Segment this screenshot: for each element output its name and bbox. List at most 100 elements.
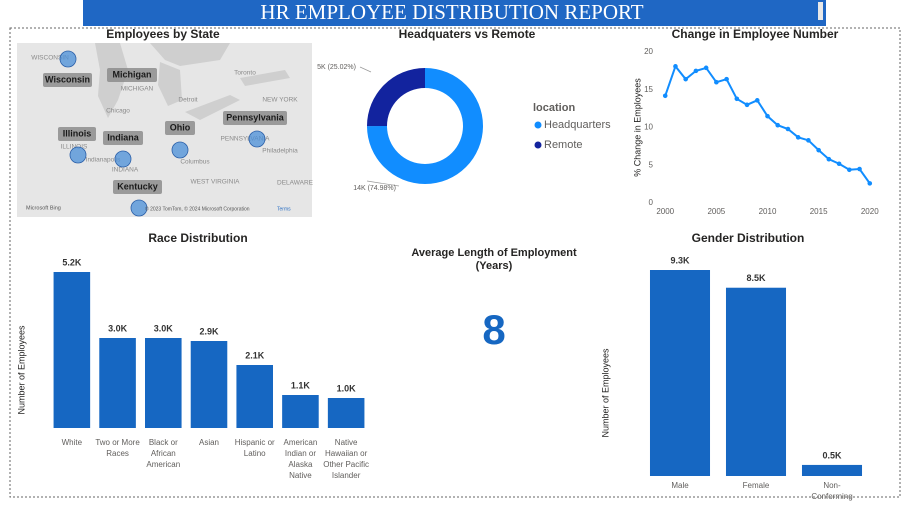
data-label: 9.3K: [670, 255, 690, 265]
x-tick-label: American Indian or Alaska Native: [283, 438, 318, 480]
state-bubble: [114, 150, 132, 168]
y-tick-label: 0: [649, 198, 654, 207]
place-label: Indianapolis: [86, 157, 121, 164]
legend-label: Remote: [544, 139, 583, 151]
y-axis-label: Number of Employees: [600, 348, 610, 438]
chart-title: Headquaters vs Remote: [399, 27, 536, 41]
line-point: [775, 122, 781, 128]
state-tag: [165, 121, 195, 135]
line-point: [785, 126, 791, 132]
state-tag: [113, 180, 162, 194]
place-label: Chicago: [106, 108, 130, 115]
x-tick-label: Native Hawaiian or Other Pacific Islande…: [323, 438, 370, 480]
place-label: DELAWARE: [277, 180, 314, 187]
data-label: 5K (25.02%): [317, 64, 356, 71]
card-value: 8: [482, 306, 505, 353]
state-bubble: [59, 50, 77, 68]
line-point: [857, 166, 862, 172]
y-tick-label: 20: [644, 47, 653, 56]
lake: [185, 95, 240, 120]
chart-title: Gender Distribution: [692, 231, 805, 245]
state-label: Indiana: [107, 132, 139, 142]
legend-title: location: [533, 102, 575, 114]
line-point: [765, 113, 770, 119]
place-label: Detroit: [178, 97, 197, 104]
place-label: PENNSYLVANIA: [221, 136, 271, 143]
data-label: 1.1K: [291, 380, 311, 390]
data-label: 0.5K: [822, 450, 842, 460]
bar: [801, 464, 863, 476]
bar: [99, 338, 136, 428]
map-attribution: Microsoft Bing: [26, 205, 61, 211]
y-tick-label: 10: [644, 123, 653, 132]
state-bubble: [171, 141, 189, 159]
x-tick-label: Black or African American: [146, 438, 181, 469]
data-label: 8.5K: [746, 273, 766, 283]
x-tick-label: 2010: [759, 207, 777, 216]
state-label: Kentucky: [117, 181, 158, 191]
x-tick-label: 2005: [707, 207, 725, 216]
data-label: 14K (74.98%): [353, 185, 396, 192]
x-tick-label: Two or More Races: [95, 438, 140, 458]
lake: [150, 43, 230, 66]
banner-mark: [818, 2, 823, 20]
data-label: 1.0K: [337, 383, 357, 393]
lake: [240, 70, 290, 86]
bar: [53, 272, 91, 428]
data-label: 3.0K: [154, 323, 174, 333]
state-label: Ohio: [170, 122, 191, 132]
state-label: Wisconsin: [45, 74, 90, 84]
line-point: [683, 76, 688, 82]
place-label: Toronto: [234, 70, 256, 77]
state-tag: [223, 111, 287, 125]
bar: [327, 398, 365, 428]
bar: [649, 270, 711, 476]
leader-line: [366, 180, 400, 187]
line-point: [847, 167, 852, 173]
map-attribution: © 2023 TomTom, © 2024 Microsoft Corporat…: [145, 205, 250, 212]
line-point: [867, 181, 873, 186]
place-label: Philadelphia: [262, 148, 298, 155]
x-tick-label: 2020: [861, 207, 879, 216]
line-point: [703, 65, 709, 71]
state-label: Pennsylvania: [226, 112, 285, 122]
x-tick-label: Female: [742, 481, 770, 490]
place-label: Columbus: [180, 159, 210, 166]
map-attribution: Terms: [277, 206, 291, 212]
line-point: [826, 156, 832, 162]
state-label: Illinois: [63, 128, 92, 138]
data-label: 2.1K: [245, 350, 265, 360]
state-tag: [103, 131, 143, 145]
state-tag: [107, 68, 157, 82]
chart-title: Employees by State: [106, 27, 220, 41]
place-label: WISCONSIN: [31, 55, 69, 62]
state-bubble: [69, 146, 87, 164]
state-bubble: [130, 199, 148, 217]
y-tick-label: 5: [649, 160, 654, 169]
line-point: [714, 79, 719, 85]
line-point: [673, 64, 678, 69]
y-tick-label: 15: [644, 85, 653, 94]
bar: [282, 395, 319, 428]
line-point: [693, 68, 699, 74]
x-tick-label: White: [61, 438, 83, 447]
place-label: ILLINOIS: [61, 144, 88, 151]
lake: [158, 62, 182, 106]
x-tick-label: Hispanic or Latino: [234, 438, 275, 458]
bar: [725, 287, 787, 476]
bar: [190, 341, 228, 428]
bar: [145, 338, 182, 428]
line-point: [816, 147, 821, 153]
line-point: [836, 161, 842, 167]
state-label: Michigan: [112, 69, 151, 79]
card-title: Average Length of Employment (Years): [411, 247, 577, 272]
y-axis-label: % Change in Employees: [632, 78, 642, 177]
x-tick-label: 2015: [810, 207, 828, 216]
chart-title: Race Distribution: [148, 231, 247, 245]
data-label: 2.9K: [199, 326, 219, 336]
report-title: HR EMPLOYEE DISTRIBUTION REPORT: [260, 0, 643, 24]
legend-label: Headquarters: [544, 119, 611, 131]
line-point: [724, 76, 729, 82]
